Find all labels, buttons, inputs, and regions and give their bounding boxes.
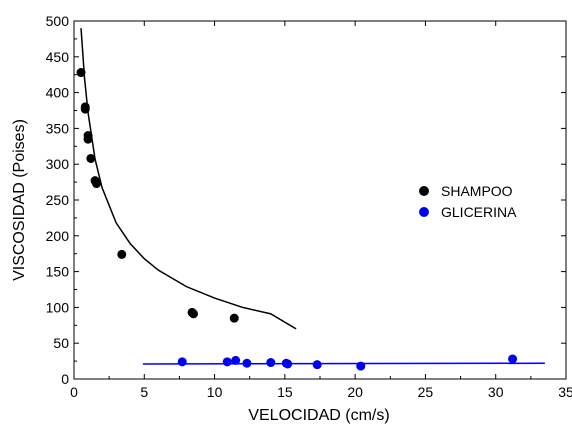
y-tick-label: 100 <box>46 299 70 315</box>
y-tick-label: 0 <box>61 371 69 387</box>
data-point-shampoo <box>80 104 90 114</box>
plot-frame <box>73 20 567 380</box>
data-point-glicerina <box>222 357 232 367</box>
y-axis-title: VISCOSIDAD (Poises) <box>11 119 28 281</box>
data-point-shampoo <box>188 309 198 319</box>
data-point-glicerina <box>508 354 518 364</box>
data-point-glicerina <box>242 358 252 368</box>
y-tick-label: 50 <box>53 335 69 351</box>
x-tick-label: 30 <box>488 384 504 400</box>
legend: SHAMPOO GLICERINA <box>419 183 517 220</box>
data-point-shampoo <box>76 68 86 78</box>
data-points <box>76 68 518 371</box>
data-point-glicerina <box>231 355 241 365</box>
data-point-glicerina <box>283 359 293 369</box>
data-point-glicerina <box>266 358 276 368</box>
x-tick-label: 35 <box>558 384 572 400</box>
y-tick-label: 350 <box>46 120 70 136</box>
data-point-glicerina <box>312 360 322 370</box>
x-tick-label: 20 <box>347 384 363 400</box>
legend-marker-glicerina <box>419 207 429 217</box>
legend-label-shampoo: SHAMPOO <box>441 183 513 199</box>
x-tick-label: 0 <box>70 384 78 400</box>
y-tick-label: 150 <box>46 264 70 280</box>
legend-marker-shampoo <box>419 186 429 196</box>
data-point-shampoo <box>229 313 239 323</box>
x-tick-label: 10 <box>207 384 223 400</box>
y-tick-label: 200 <box>46 228 70 244</box>
data-point-glicerina <box>356 361 366 371</box>
x-tick-label: 5 <box>140 384 148 400</box>
y-tick-label: 400 <box>46 85 70 101</box>
x-axis: 0 5 10 15 20 25 30 35 <box>70 21 572 400</box>
fit-line-shampoo <box>80 28 297 330</box>
x-tick-label: 25 <box>418 384 434 400</box>
y-tick-label: 450 <box>46 49 70 65</box>
data-point-shampoo <box>83 134 93 144</box>
data-point-shampoo <box>117 249 127 259</box>
y-tick-label: 250 <box>46 192 70 208</box>
y-axis: 0 50 100 150 200 250 300 350 400 450 500 <box>46 13 566 387</box>
y-tick-label: 500 <box>46 13 70 29</box>
data-point-glicerina <box>177 357 187 367</box>
x-tick-label: 15 <box>277 384 293 400</box>
y-tick-label: 300 <box>46 156 70 172</box>
x-axis-title: VELOCIDAD (cm/s) <box>248 407 389 424</box>
data-point-shampoo <box>91 179 101 189</box>
fit-lines <box>80 28 545 365</box>
plot-area-border <box>73 20 567 380</box>
legend-label-glicerina: GLICERINA <box>441 204 517 220</box>
fit-line-glicerina <box>142 362 545 365</box>
data-point-shampoo <box>86 153 96 163</box>
